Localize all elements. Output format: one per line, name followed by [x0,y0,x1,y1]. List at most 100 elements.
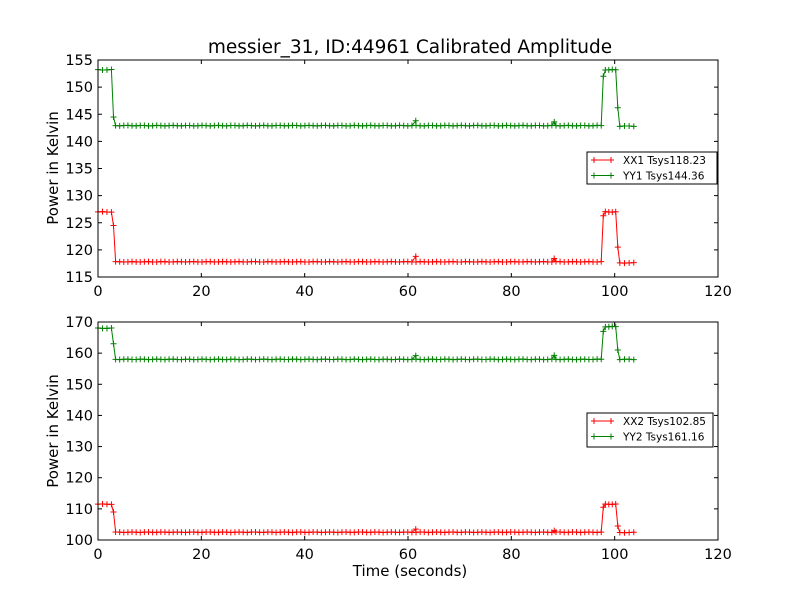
legend-label: YY1 Tsys144.36 [622,171,705,183]
y-tick-label: 115 [65,270,93,286]
y-tick-label: 170 [65,315,93,331]
data-point-marker [614,522,621,529]
bottom-y-axis-label: Power in Kelvin [44,374,62,488]
series-xx2 [95,500,637,536]
x-tick-label: 80 [502,547,520,563]
x-tick-label: 40 [295,284,313,300]
legend-entry: YY2 Tsys161.16 [591,432,705,444]
series-yy2 [95,323,637,363]
data-point-marker [108,501,115,508]
top-legend: XX1 Tsys118.23 YY1 Tsys144.36 [586,151,718,185]
x-tick-label: 120 [704,547,732,563]
top-tick-layer: 0 20 40 60 80 100 120 115 120 125 130 135 140 145 150 1… [65,53,732,300]
x-tick-label: 0 [93,547,102,563]
data-point-marker [614,347,621,354]
data-point-marker [108,209,115,216]
data-point-marker [551,118,558,125]
data-point-marker [630,259,637,266]
y-tick-label: 125 [65,216,93,232]
data-point-marker [108,325,115,332]
legend-marker [608,433,614,440]
bottom-legend: XX2 Tsys102.85 YY2 Tsys161.16 [586,412,714,448]
x-tick-label: 80 [502,284,520,300]
legend-entry: YY1 Tsys144.36 [591,171,705,183]
legend-marker [591,433,597,440]
data-point-marker [600,212,607,219]
legend-box [586,151,718,185]
y-tick-label: 145 [65,107,93,123]
x-tick-label: 100 [601,284,629,300]
y-tick-label: 150 [65,377,93,393]
y-tick-label: 120 [65,243,93,259]
legend-marker [591,157,597,163]
data-point-marker [110,340,117,347]
y-tick-label: 135 [65,162,93,178]
x-tick-label: 0 [93,284,102,300]
data-point-marker [108,66,115,73]
data-point-marker [630,356,637,363]
data-point-marker [110,222,117,229]
data-point-marker [598,529,605,536]
bottom-panel: Power in Kelvin Time (seconds) 0 20 40 60 80… [44,315,732,580]
legend-marker [608,172,614,179]
data-point-marker [110,113,117,120]
top-y-axis-label: Power in Kelvin [44,111,62,225]
y-tick-label: 100 [65,533,93,549]
y-tick-label: 160 [65,346,93,362]
bottom-series-layer [95,323,637,536]
chart-title: messier_31, ID:44961 Calibrated Amplitud… [208,37,612,58]
y-tick-label: 140 [65,408,93,424]
x-tick-label: 40 [295,547,313,563]
data-point-marker [598,356,605,363]
y-tick-label: 120 [65,471,93,487]
top-panel: messier_31, ID:44961 Calibrated Amplitud… [44,37,732,300]
legend-label: YY2 Tsys161.16 [622,432,705,444]
y-tick-label: 140 [65,134,93,150]
data-point-marker [598,258,605,265]
x-tick-label: 120 [704,284,732,300]
data-point-marker [612,501,619,508]
top-series-layer [95,66,637,267]
x-tick-label: 20 [192,284,210,300]
data-point-marker [612,66,619,73]
data-point-marker [110,508,117,515]
data-point-marker [614,244,621,251]
data-point-marker [600,73,607,80]
x-tick-label: 20 [192,547,210,563]
legend-entry: XX2 Tsys102.85 [591,416,706,428]
data-point-marker [612,208,619,215]
series-yy1 [95,66,637,130]
legend-entry: XX1 Tsys118.23 [591,155,706,167]
data-point-marker [598,122,605,129]
x-tick-label: 60 [399,547,417,563]
series-xx1 [95,208,637,267]
y-tick-label: 130 [65,440,93,456]
legend-marker [608,157,614,163]
data-point-marker [600,328,607,335]
legend-marker [608,418,614,424]
data-point-marker [551,255,558,262]
data-point-marker [630,529,637,536]
legend-box [586,412,714,448]
data-point-marker [614,104,621,111]
data-point-marker [551,352,558,359]
x-axis-label: Time (seconds) [352,562,468,580]
legend-marker [591,418,597,424]
bottom-tick-layer: 0 20 40 60 80 100 120 100 110 120 130 140 150 160 170 [65,315,732,563]
legend-label: XX2 Tsys102.85 [623,416,706,428]
top-plot-frame [97,59,719,278]
x-tick-label: 100 [601,547,629,563]
legend-label: XX1 Tsys118.23 [623,155,706,167]
data-point-marker [630,123,637,130]
legend-marker [591,172,597,179]
x-tick-label: 60 [399,284,417,300]
y-tick-label: 155 [65,53,93,69]
y-tick-label: 150 [65,80,93,96]
data-point-marker [600,504,607,511]
y-tick-label: 110 [65,502,93,518]
data-point-marker [612,323,619,330]
bottom-plot-frame [97,321,719,541]
data-point-marker [412,253,419,260]
